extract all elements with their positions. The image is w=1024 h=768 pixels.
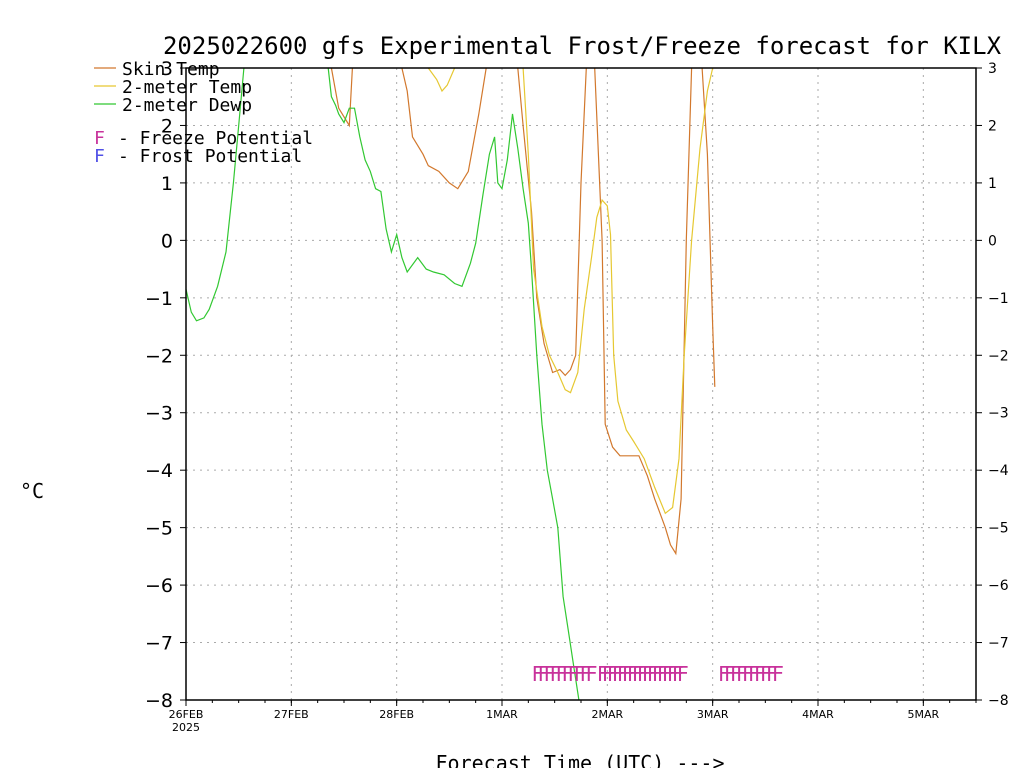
freeze-marker: F <box>607 662 619 686</box>
freeze-marker: F <box>622 662 634 686</box>
x-tick-label: 2MAR <box>591 708 623 721</box>
series-lines <box>185 67 716 701</box>
freeze-marker: F <box>736 662 748 686</box>
x-axis-label: Forecast Time (UTC) ---> <box>436 751 725 768</box>
freeze-marker: F <box>579 662 591 686</box>
x-tick-label: 1MAR <box>486 708 518 721</box>
y-tick-label-left: −1 <box>145 288 173 310</box>
y-tick-label-left: −5 <box>145 518 173 540</box>
freeze-marker: F <box>561 662 573 686</box>
freeze-marker: F <box>748 662 760 686</box>
x-tick-label: 26FEB <box>169 708 204 721</box>
legend-marker-glyph: F <box>94 128 105 149</box>
y-axis-label: °C <box>20 479 44 503</box>
legend-label: 2-meter Temp <box>122 77 252 98</box>
freeze-marker: F <box>766 662 778 686</box>
freeze-marker: F <box>567 662 579 686</box>
x-tick-label: 3MAR <box>697 708 729 721</box>
legend-marker-glyph: F <box>94 146 105 167</box>
plot-frame <box>185 67 977 701</box>
freeze-marker: F <box>617 662 629 686</box>
freeze-marker: F <box>662 662 674 686</box>
y-axis: 3 3 2 2 1 1 0 0 −1 −1 −2 −2 −3 −3 −4 −4 −5 −5 −6 −6 −7 −7 −8 −8 <box>145 58 1009 712</box>
freeze-marker: F <box>612 662 624 686</box>
y-tick-label-left: −2 <box>145 345 173 367</box>
y-tick-label-right: −4 <box>988 463 1009 479</box>
freeze-marker: F <box>602 662 614 686</box>
freeze-marker: F <box>760 662 772 686</box>
y-tick-label-right: 3 <box>988 61 997 77</box>
series-line-2-meter-temp <box>427 67 456 93</box>
legend-label: Skin Temp <box>122 59 220 80</box>
series-line-skin-temp <box>330 67 353 128</box>
y-tick-label-right: 1 <box>988 176 997 192</box>
freeze-marker: F <box>667 662 679 686</box>
freeze-marker: F <box>672 662 684 686</box>
y-tick-label-left: −6 <box>145 575 173 597</box>
x-tick-label: 5MAR <box>907 708 939 721</box>
y-tick-label-right: −3 <box>988 406 1009 422</box>
chart-title: 2025022600 gfs Experimental Frost/Freeze… <box>163 32 1002 60</box>
freeze-marker: F <box>632 662 644 686</box>
y-tick-label-right: 0 <box>988 233 997 249</box>
series-line-2-meter-dewp <box>185 67 245 322</box>
freeze-marker: F <box>627 662 639 686</box>
y-tick-label-left: −7 <box>145 633 173 655</box>
x-tick-sublabel: 2025 <box>172 721 200 734</box>
legend-marker-label: - Frost Potential <box>118 146 302 167</box>
legend-marker-label: - Freeze Potential <box>118 128 313 149</box>
freeze-marker: F <box>531 662 543 686</box>
freeze-marker: F <box>754 662 766 686</box>
freeze-marker: F <box>597 662 609 686</box>
series-line-skin-temp <box>594 67 693 556</box>
freeze-marker: F <box>585 662 597 686</box>
y-tick-label-left: 1 <box>161 173 173 195</box>
freeze-marker: F <box>637 662 649 686</box>
freeze-marker: F <box>724 662 736 686</box>
y-tick-label-left: −4 <box>145 460 173 482</box>
y-tick-label-right: −7 <box>988 636 1009 652</box>
freeze-marker: F <box>647 662 659 686</box>
y-tick-label-right: −2 <box>988 348 1009 364</box>
freeze-marker: F <box>652 662 664 686</box>
freeze-marker: F <box>543 662 555 686</box>
freeze-marker: F <box>537 662 549 686</box>
series-line-2-meter-temp <box>522 67 714 515</box>
grid-lines <box>185 68 976 700</box>
y-tick-label-left: −3 <box>145 403 173 425</box>
x-tick-label: 27FEB <box>274 708 309 721</box>
x-tick-label: 4MAR <box>802 708 834 721</box>
freeze-marker: F <box>657 662 669 686</box>
freeze-marker: F <box>718 662 730 686</box>
freeze-marker: F <box>549 662 561 686</box>
freeze-marker: F <box>772 662 784 686</box>
y-tick-label-right: 2 <box>988 118 997 134</box>
y-tick-label-right: −1 <box>988 291 1009 307</box>
freeze-marker: F <box>555 662 567 686</box>
freeze-marker: F <box>677 662 689 686</box>
freeze-marker: F <box>573 662 585 686</box>
freeze-marker: F <box>642 662 654 686</box>
y-tick-label-left: 2 <box>161 115 173 137</box>
legend-label: 2-meter Dewp <box>122 95 252 116</box>
y-tick-label-right: −6 <box>988 578 1009 594</box>
series-line-skin-temp <box>401 67 487 190</box>
x-tick-label: 28FEB <box>379 708 414 721</box>
y-tick-label-right: −8 <box>988 693 1009 709</box>
y-tick-label-right: −5 <box>988 521 1009 537</box>
y-tick-label-left: 0 <box>161 230 173 252</box>
y-tick-label-left: −8 <box>145 690 173 712</box>
freeze-marker: F <box>730 662 742 686</box>
freeze-marker: F <box>742 662 754 686</box>
y-tick-label-left: 3 <box>161 58 173 80</box>
series-line-2-meter-dewp <box>327 67 580 701</box>
